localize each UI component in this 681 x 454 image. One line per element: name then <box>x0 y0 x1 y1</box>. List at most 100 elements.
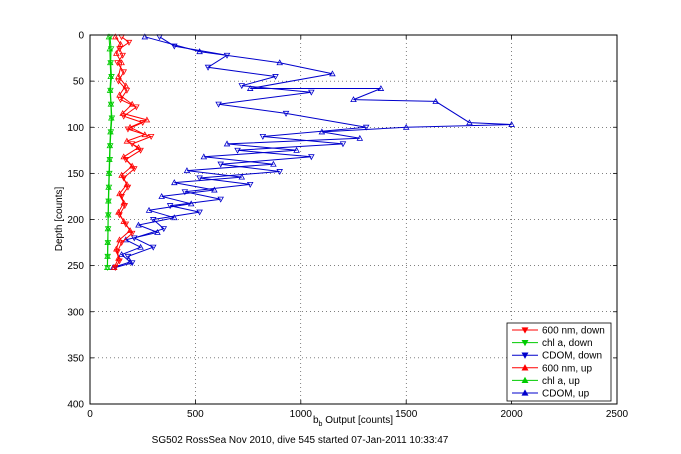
data-point <box>276 59 283 66</box>
series-line <box>115 36 367 268</box>
data-point <box>104 211 112 218</box>
data-point <box>117 97 124 103</box>
data-point <box>308 89 315 96</box>
data-point <box>282 110 290 117</box>
data-point <box>171 179 178 186</box>
legend-label: 600 nm, down <box>542 326 605 337</box>
data-point <box>217 196 224 203</box>
data-point <box>118 251 125 258</box>
series-4 <box>104 33 115 270</box>
data-point <box>276 169 283 175</box>
data-point <box>133 104 140 111</box>
data-point <box>120 217 128 224</box>
data-point <box>246 85 254 91</box>
data-point <box>160 226 168 233</box>
data-point <box>106 86 114 93</box>
legend-label: chl a, up <box>542 376 580 387</box>
data-point <box>114 249 121 256</box>
data-point <box>139 120 146 127</box>
data-point <box>128 162 136 169</box>
data-point <box>106 45 114 52</box>
legend-label: chl a, down <box>542 338 593 349</box>
data-point <box>187 200 195 207</box>
data-point <box>105 33 113 40</box>
y-tick-label: 200 <box>67 215 84 226</box>
data-point <box>329 70 336 77</box>
data-point <box>126 258 134 265</box>
data-point <box>126 123 134 130</box>
data-point <box>113 245 120 252</box>
data-point <box>119 52 126 59</box>
caption: SG502 RossSea Nov 2010, dive 545 started… <box>152 435 449 446</box>
data-point <box>104 239 111 246</box>
data-point <box>128 100 136 107</box>
data-point <box>117 40 124 47</box>
data-point <box>128 141 136 148</box>
data-point <box>183 167 191 174</box>
data-point <box>128 260 136 267</box>
data-point <box>105 183 112 190</box>
data-point <box>508 121 515 127</box>
data-point <box>234 147 241 154</box>
y-tick-label: 350 <box>67 353 84 364</box>
data-point <box>114 60 121 67</box>
x-axis-label-main: b <box>313 415 319 426</box>
data-point <box>104 264 111 270</box>
data-point <box>181 189 189 196</box>
data-point <box>246 181 254 188</box>
legend-marker <box>521 376 529 384</box>
x-tick-label: 1000 <box>290 409 313 420</box>
data-point <box>466 119 473 126</box>
data-point <box>293 146 300 153</box>
series-layer <box>104 33 515 271</box>
data-point <box>149 244 157 251</box>
data-point <box>147 133 155 140</box>
data-point <box>121 203 129 210</box>
data-point <box>122 82 130 89</box>
data-point <box>356 134 364 141</box>
x-tick-label: 2000 <box>500 409 523 420</box>
data-point <box>105 169 113 176</box>
data-point <box>106 156 113 163</box>
data-point <box>223 140 231 147</box>
data-point <box>211 186 218 193</box>
data-point <box>107 128 114 135</box>
data-point <box>308 154 315 161</box>
data-point <box>149 217 157 223</box>
legend-marker <box>521 364 529 371</box>
legend-label: CDOM, down <box>542 351 602 362</box>
data-point <box>215 101 222 108</box>
data-point <box>402 123 410 130</box>
legend-label: 600 nm, up <box>542 363 592 374</box>
data-point <box>259 133 267 140</box>
data-point <box>143 116 151 123</box>
data-point <box>124 184 132 191</box>
data-point <box>108 114 115 121</box>
x-tick-label: 2500 <box>606 409 629 420</box>
data-point <box>115 73 122 79</box>
data-point <box>272 74 279 80</box>
data-point <box>105 197 112 204</box>
y-tick-label: 0 <box>78 31 84 42</box>
data-point <box>110 264 118 270</box>
data-point <box>124 253 132 260</box>
data-point <box>107 100 115 107</box>
data-point <box>126 227 134 234</box>
data-point <box>116 236 123 243</box>
data-point <box>115 78 122 85</box>
legend-marker <box>521 352 529 359</box>
data-point <box>113 50 120 56</box>
data-point <box>123 137 131 144</box>
x-axis-label-rest: Output [counts] <box>322 415 393 426</box>
data-point <box>123 181 131 187</box>
data-point <box>137 243 144 250</box>
data-point <box>171 214 178 221</box>
y-tick-label: 250 <box>67 261 84 272</box>
data-point <box>141 33 149 40</box>
data-point <box>196 48 203 55</box>
legend-marker <box>521 339 529 347</box>
data-point <box>171 43 178 50</box>
data-point <box>158 193 165 199</box>
data-point <box>104 225 112 232</box>
